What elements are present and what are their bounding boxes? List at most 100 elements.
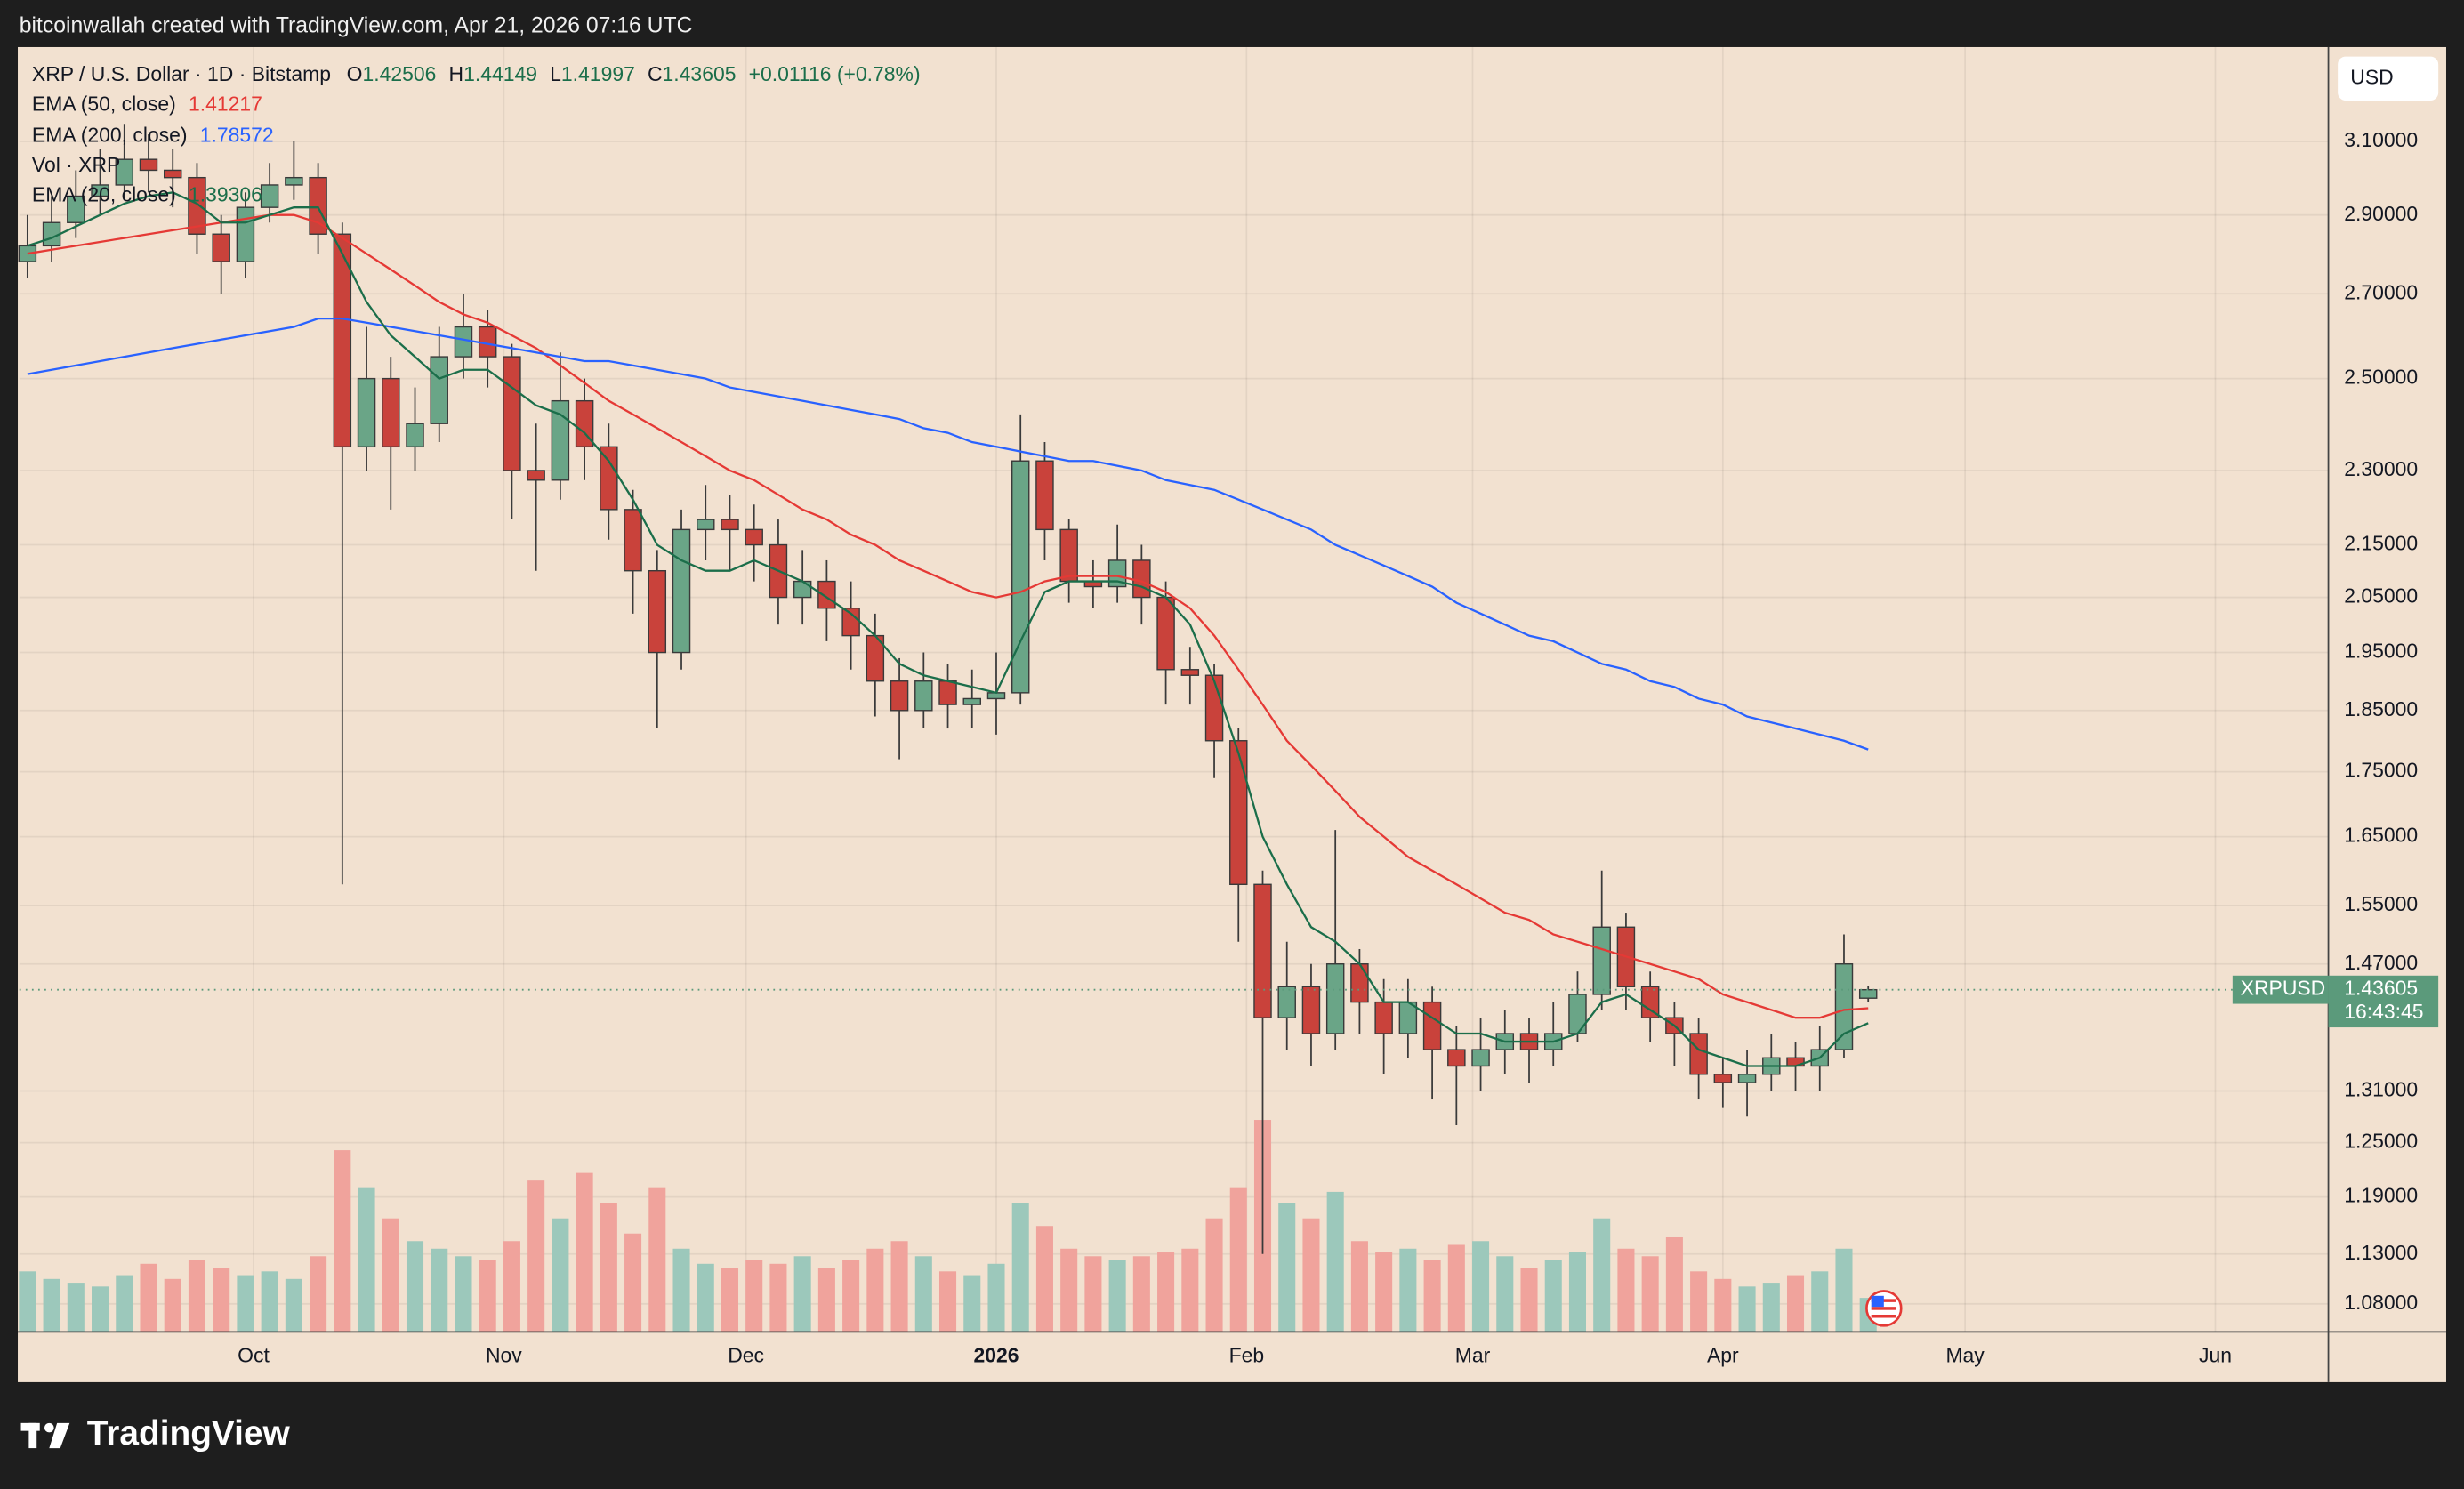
candle-body (115, 158, 134, 186)
volume-bar (527, 1180, 545, 1332)
volume-bar (406, 1241, 424, 1332)
logo-text: TradingView (87, 1414, 291, 1453)
y-tick-label: 1.08000 (2344, 1291, 2418, 1314)
y-tick-label: 3.10000 (2344, 128, 2418, 151)
volume-bar (1738, 1286, 1756, 1332)
ema-line (27, 317, 1869, 751)
volume-bar (455, 1256, 472, 1332)
ohlc-label: L (550, 62, 561, 85)
volume-bar (1399, 1248, 1417, 1332)
candle-body (1325, 963, 1345, 1034)
x-tick-label: Dec (728, 1344, 764, 1367)
candle-body (1471, 1049, 1490, 1067)
volume-bar (1302, 1218, 1320, 1332)
volume-bar (576, 1172, 593, 1332)
candle-body (430, 356, 448, 424)
volume-bar (1423, 1260, 1441, 1332)
volume-bar (1811, 1271, 1829, 1332)
legend-name: EMA (50, close) (32, 92, 176, 115)
volume-bar (624, 1233, 642, 1332)
logo-shape (44, 1422, 54, 1433)
candle-body (1035, 460, 1054, 531)
candle-body (527, 470, 545, 481)
volume-bar (164, 1278, 181, 1332)
y-tick-label: 1.47000 (2344, 951, 2418, 974)
legend-name: EMA (200, close) (32, 124, 188, 147)
legend-value: 1.78572 (200, 124, 274, 147)
y-tick-label: 2.70000 (2344, 280, 2418, 303)
volume-bar (1326, 1191, 1344, 1332)
legend-entry: EMA (200, close) 1.78572 (32, 124, 274, 147)
candle-body (1229, 740, 1248, 886)
candle-body (1301, 986, 1321, 1034)
candle-body (745, 528, 763, 546)
plot-area (18, 124, 1878, 1332)
candle-body (212, 233, 230, 262)
volume-bar (382, 1218, 399, 1332)
volume-bar (1229, 1187, 1247, 1332)
volume-bar (188, 1260, 205, 1332)
y-tick-label: 1.75000 (2344, 759, 2418, 782)
candle-body (91, 184, 109, 197)
candle-body (1640, 986, 1660, 1018)
candle-body (406, 423, 424, 448)
candle-body (1737, 1074, 1757, 1083)
candle-body (454, 326, 473, 358)
candle-body (1156, 596, 1175, 671)
y-tick-label: 2.50000 (2344, 366, 2418, 389)
flag-canton (1871, 1295, 1884, 1308)
candle-body (890, 680, 909, 712)
currency[interactable]: USD (2350, 65, 2393, 88)
candle-body (18, 245, 37, 262)
volume-bar (19, 1271, 36, 1332)
x-tick-label: 2026 (973, 1344, 1019, 1367)
x-tick-label: Nov (486, 1344, 522, 1367)
candle-body (648, 569, 667, 654)
volume-bar (1593, 1218, 1611, 1332)
x-tick-label: Jun (2199, 1344, 2232, 1367)
y-tick-label: 1.85000 (2344, 697, 2418, 720)
volume-bar (721, 1268, 739, 1332)
volume-bar (1350, 1241, 1368, 1332)
candle-body (382, 377, 400, 448)
volume-bar (116, 1275, 133, 1332)
volume-bar (1375, 1252, 1393, 1332)
legend-value: 1.41217 (189, 92, 262, 115)
logo-shape (28, 1422, 37, 1449)
legend-entry: EMA (20, close) 1.39306 (32, 183, 262, 206)
candle-body (914, 680, 933, 712)
volume-bar (1060, 1248, 1078, 1332)
candle-body (67, 195, 85, 223)
ohlc-label: O (347, 62, 363, 85)
candle-body (1447, 1049, 1466, 1067)
candle-body (1592, 926, 1611, 995)
volume-bar (92, 1286, 109, 1332)
ohlc-label: H (449, 62, 464, 85)
symbol-info: XRP / U.S. Dollar · 1D · Bitstamp O1.4250… (32, 62, 921, 85)
y-tick-label: 2.90000 (2344, 202, 2418, 225)
volume-bar (793, 1256, 811, 1332)
volume-bar (648, 1187, 666, 1332)
volume-bar (310, 1256, 327, 1332)
volume-bar (43, 1278, 60, 1332)
volume-bar (672, 1248, 690, 1332)
candle-body (551, 399, 570, 481)
volume-bar (842, 1260, 860, 1332)
volume-bar (987, 1263, 1005, 1332)
candle-body (1568, 994, 1587, 1034)
x-tick-label: Apr (1707, 1344, 1739, 1367)
x-tick-label: Oct (238, 1344, 270, 1367)
volume-bar (1641, 1256, 1659, 1332)
candle-body (333, 233, 352, 448)
volume-bar (140, 1263, 157, 1332)
candle-body (1204, 674, 1224, 742)
volume-bar (1472, 1241, 1490, 1332)
volume-bar (745, 1260, 763, 1332)
currency-button[interactable] (2338, 56, 2439, 101)
candle-body (236, 206, 255, 262)
volume-bar (769, 1263, 787, 1332)
logo-shape (49, 1422, 70, 1449)
candle-body (841, 608, 860, 637)
